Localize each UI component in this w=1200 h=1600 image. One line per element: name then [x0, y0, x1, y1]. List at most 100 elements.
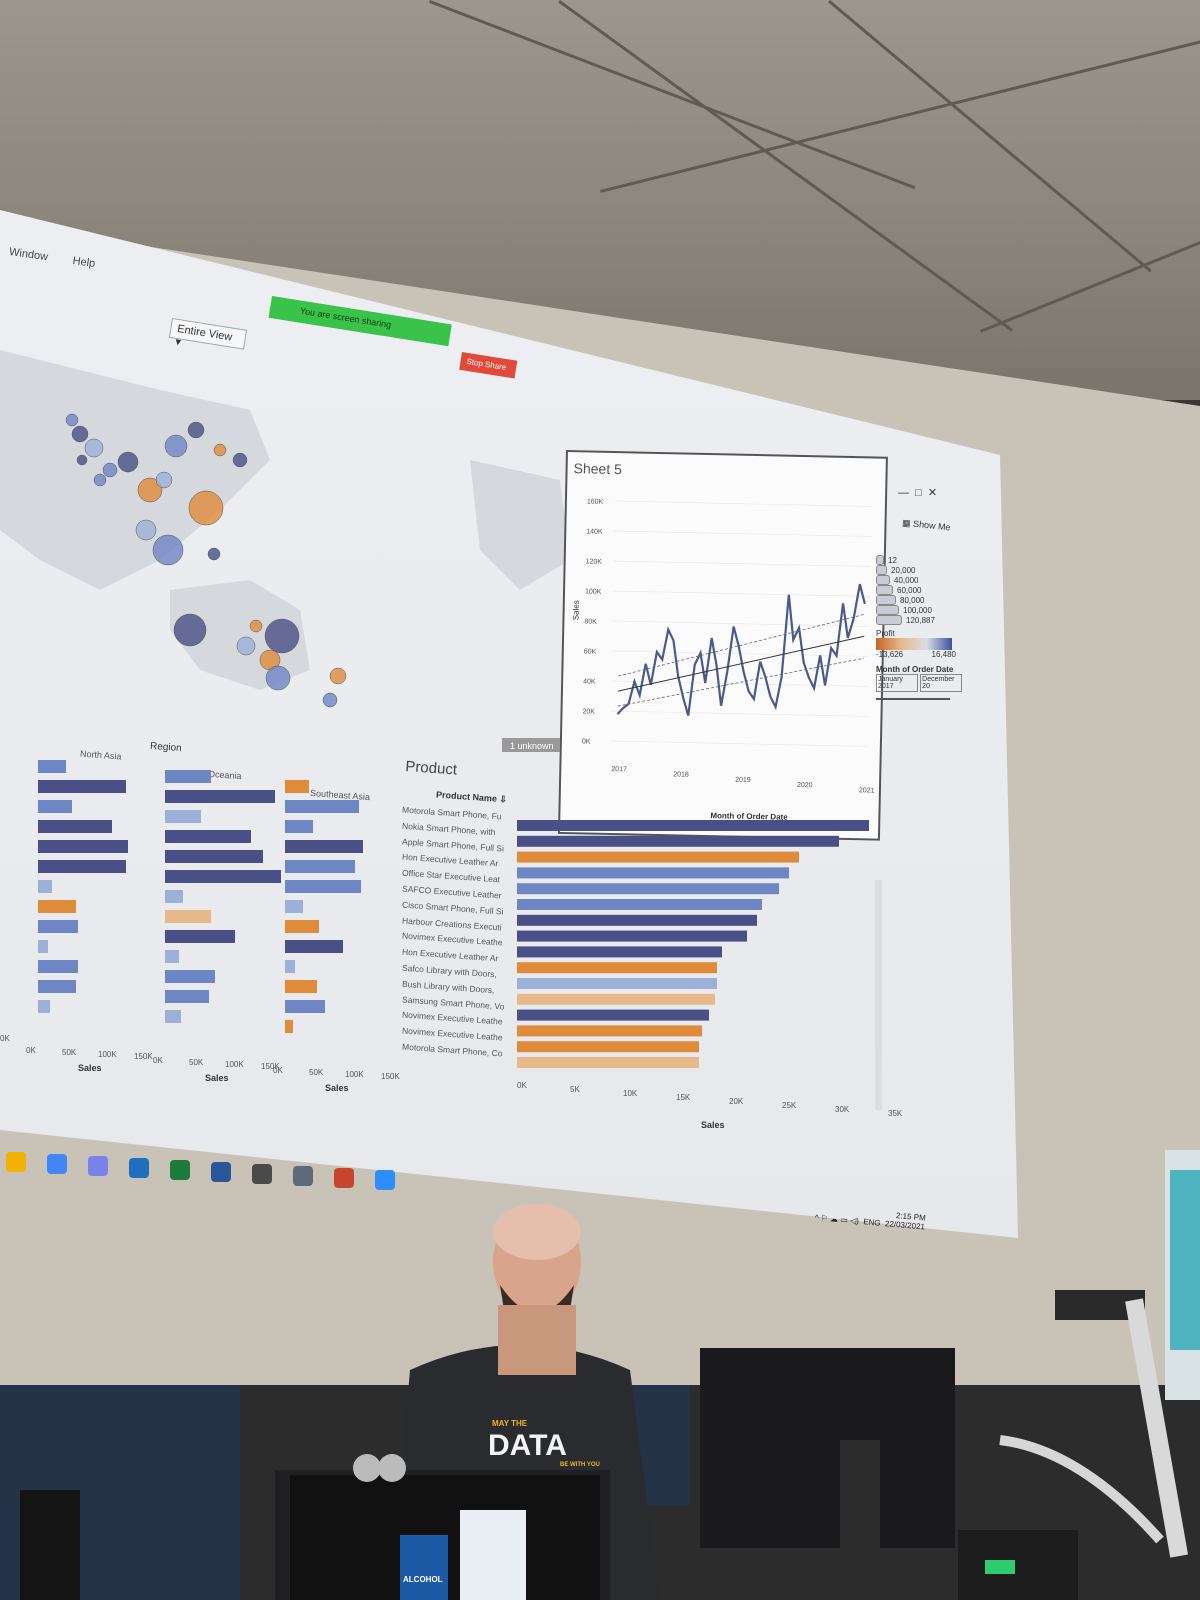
map-bubble[interactable]: [236, 636, 256, 656]
region-bar[interactable]: [38, 780, 126, 793]
map-bubble[interactable]: [187, 421, 205, 439]
region-bar[interactable]: [38, 960, 78, 973]
taskbar-app-icon[interactable]: [170, 1160, 190, 1180]
map-bubble[interactable]: [188, 490, 224, 526]
region-bar[interactable]: [165, 830, 251, 843]
region-bar[interactable]: [165, 850, 263, 863]
region-bar[interactable]: [165, 950, 179, 963]
map-bubble[interactable]: [264, 618, 300, 654]
map-bubble[interactable]: [232, 452, 248, 468]
taskbar-app-icon[interactable]: [211, 1162, 231, 1182]
region-bar[interactable]: [38, 880, 52, 893]
region-bar[interactable]: [285, 820, 313, 833]
region-bar[interactable]: [165, 790, 275, 803]
region-bar[interactable]: [285, 940, 343, 953]
product-bar[interactable]: [517, 993, 715, 1005]
maximize-icon[interactable]: □: [915, 487, 922, 499]
region-bar[interactable]: [285, 1000, 325, 1013]
region-bar[interactable]: [285, 800, 359, 813]
region-bar[interactable]: [165, 930, 235, 943]
region-bar[interactable]: [38, 980, 76, 993]
region-bar[interactable]: [165, 910, 211, 923]
close-icon[interactable]: ✕: [927, 487, 938, 499]
product-bar[interactable]: [517, 867, 789, 879]
map-bubble[interactable]: [249, 619, 263, 633]
region-bar[interactable]: [38, 860, 126, 873]
product-bar[interactable]: [517, 914, 757, 926]
region-bar[interactable]: [165, 1010, 181, 1023]
map-bubble[interactable]: [213, 443, 227, 457]
taskbar-app-icon[interactable]: [47, 1154, 67, 1174]
minimize-icon[interactable]: —: [898, 487, 909, 499]
product-bar[interactable]: [517, 820, 869, 831]
map-bubble[interactable]: [329, 667, 347, 685]
region-bar[interactable]: [285, 900, 303, 913]
filter-end[interactable]: December 20: [920, 674, 962, 692]
taskbar-app-icon[interactable]: [293, 1166, 313, 1186]
scrollbar[interactable]: [875, 880, 882, 1110]
product-bar[interactable]: [517, 899, 762, 910]
region-bar[interactable]: [165, 990, 209, 1003]
region-bar[interactable]: [38, 840, 128, 853]
region-bar[interactable]: [285, 780, 309, 793]
product-bar[interactable]: [517, 883, 779, 895]
region-bar[interactable]: [165, 870, 281, 883]
unknown-badge[interactable]: 1 unknown: [510, 741, 554, 751]
region-bar[interactable]: [285, 960, 295, 973]
map-bubble[interactable]: [322, 692, 338, 708]
map-bubble[interactable]: [71, 425, 89, 443]
product-bar[interactable]: [517, 835, 839, 847]
taskbar-app-icon[interactable]: [129, 1158, 149, 1178]
region-bar[interactable]: [38, 820, 112, 833]
region-bar[interactable]: [38, 940, 48, 953]
map-bubble[interactable]: [93, 473, 107, 487]
region-bar[interactable]: [38, 920, 78, 933]
product-bar[interactable]: [517, 1025, 702, 1037]
taskbar-app-icon[interactable]: [252, 1164, 272, 1184]
map-bubble[interactable]: [137, 477, 163, 503]
product-bar[interactable]: [517, 1009, 709, 1021]
region-bar[interactable]: [285, 920, 319, 933]
filter-start[interactable]: January 2017: [876, 674, 919, 692]
region-bar[interactable]: [165, 970, 215, 983]
region-bar[interactable]: [285, 840, 363, 853]
map-bubble[interactable]: [173, 613, 207, 647]
map-bubble[interactable]: [117, 451, 139, 473]
product-bar[interactable]: [517, 978, 717, 989]
product-bar[interactable]: [517, 946, 722, 958]
map-bubble[interactable]: [265, 665, 291, 691]
region-bar[interactable]: [38, 1000, 50, 1013]
map-bubble[interactable]: [207, 547, 221, 561]
taskbar-app-icon[interactable]: [334, 1168, 354, 1188]
map-bubble[interactable]: [135, 519, 157, 541]
region-bar[interactable]: [285, 1020, 293, 1033]
region-bar[interactable]: [38, 900, 76, 913]
map-bubble[interactable]: [152, 534, 184, 566]
taskbar-app-icon[interactable]: [375, 1170, 395, 1190]
region-bar[interactable]: [165, 810, 201, 823]
map-bubble[interactable]: [155, 471, 173, 489]
region-bar[interactable]: [165, 770, 211, 783]
map-bubble[interactable]: [76, 454, 88, 466]
region-bar[interactable]: [285, 880, 361, 893]
region-bar[interactable]: [38, 800, 72, 813]
size-legend-value: 40,000: [894, 575, 919, 585]
region-bar[interactable]: [285, 980, 317, 993]
gridline: [610, 710, 868, 717]
region-bar[interactable]: [285, 860, 355, 873]
product-bar[interactable]: [517, 851, 799, 863]
region-bar[interactable]: [165, 890, 183, 903]
region-bar[interactable]: [38, 760, 66, 773]
map-bubble[interactable]: [102, 462, 118, 478]
filter-slider[interactable]: [876, 698, 950, 700]
device-indicator-light: [985, 1560, 1015, 1574]
product-bar[interactable]: [517, 930, 747, 942]
product-bar[interactable]: [517, 962, 717, 974]
map-bubble[interactable]: [65, 413, 79, 427]
taskbar-app-icon[interactable]: [6, 1152, 26, 1172]
product-bar[interactable]: [517, 1057, 699, 1068]
map-bubble[interactable]: [84, 438, 104, 458]
product-bar[interactable]: [517, 1041, 699, 1053]
taskbar-app-icon[interactable]: [88, 1156, 108, 1176]
map-bubble[interactable]: [164, 434, 188, 458]
